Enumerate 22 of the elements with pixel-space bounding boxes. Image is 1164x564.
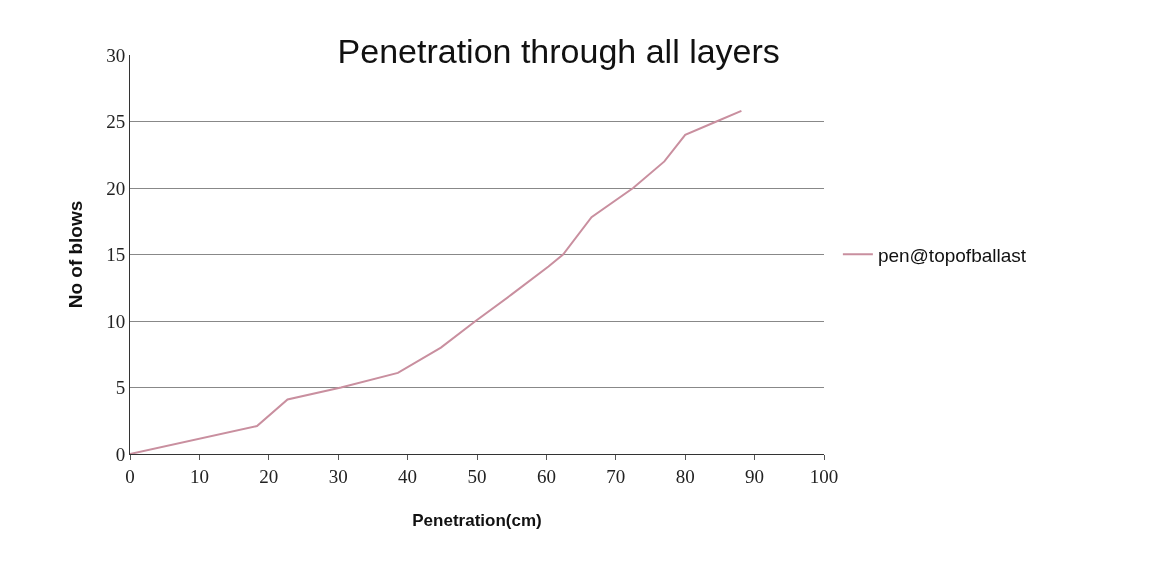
x-tick-label: 50: [467, 465, 487, 487]
x-tick-label: 70: [606, 465, 626, 487]
x-tick-label: 40: [398, 465, 418, 487]
line-series: [130, 109, 743, 454]
y-tick-label: 20: [106, 177, 126, 199]
legend-label: pen@topofballast: [877, 244, 1027, 266]
x-tick-label: 60: [536, 465, 556, 487]
y-axis-title: No of blows: [65, 200, 87, 309]
chart-title: Penetration through all layers: [337, 32, 780, 71]
x-tick-label: 30: [328, 465, 348, 487]
x-tick-label: 100: [809, 465, 839, 487]
x-tick-label: 80: [675, 465, 695, 487]
x-tick-label: 10: [189, 465, 209, 487]
x-tick-label: 90: [745, 465, 765, 487]
y-tick-label: 5: [115, 377, 126, 399]
y-tick-label: 0: [115, 443, 126, 465]
y-tick-label: 10: [106, 310, 126, 332]
x-tick-label: 20: [259, 465, 279, 487]
y-tick-label: 30: [106, 44, 126, 66]
y-tick-label: 25: [106, 111, 126, 133]
x-axis-title: Penetration(cm): [412, 511, 542, 531]
y-tick-label: 15: [106, 244, 126, 266]
